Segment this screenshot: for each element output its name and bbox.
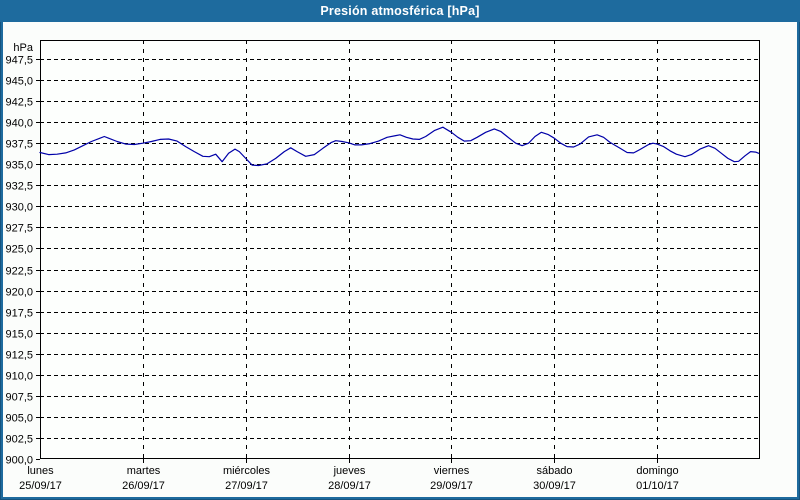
day-date-label: 26/09/17	[122, 480, 165, 492]
y-tick-label: 940,0	[5, 118, 33, 130]
chart-title: Presión atmosférica [hPa]	[320, 4, 480, 18]
day-name-label: lunes	[27, 465, 54, 477]
day-name-label: martes	[127, 465, 161, 477]
y-tick-label: 925,0	[5, 244, 33, 256]
y-tick-label: 905,0	[5, 413, 33, 425]
y-tick-label: 922,5	[5, 266, 33, 278]
day-date-label: 27/09/17	[225, 480, 268, 492]
day-date-label: 29/09/17	[430, 480, 473, 492]
day-name-label: sábado	[536, 465, 572, 477]
day-name-label: viernes	[434, 465, 470, 477]
day-name-label: domingo	[636, 465, 678, 477]
day-date-label: 30/09/17	[533, 480, 576, 492]
y-tick-label: 920,0	[5, 287, 33, 299]
y-tick-label: 935,0	[5, 160, 33, 172]
y-tick-label: 937,5	[5, 139, 33, 151]
pressure-series-line	[39, 126, 760, 167]
pressure-chart: 947,5 945,0 942,5 940,0 937,5 935,0 932,5 930,0…	[5, 40, 760, 492]
day-date-label: 28/09/17	[328, 480, 371, 492]
y-tick-label: 930,0	[5, 202, 33, 214]
chart-canvas: 947,5 945,0 942,5 940,0 937,5 935,0 932,5 930,0…	[3, 22, 797, 497]
y-tick-label: 927,5	[5, 223, 33, 235]
day-date-label: 01/10/17	[636, 480, 679, 492]
title-bar: Presión atmosférica [hPa]	[0, 0, 800, 22]
plot-background	[40, 40, 760, 459]
day-date-label: 25/09/17	[19, 480, 62, 492]
y-tick-label: 902,5	[5, 434, 33, 446]
y-tick-label: 942,5	[5, 97, 33, 109]
y-tick-label: 947,5	[5, 55, 33, 67]
y-axis-unit-label: hPa	[13, 42, 33, 54]
day-name-label: miércoles	[223, 465, 271, 477]
y-tick-label: 932,5	[5, 181, 33, 193]
chart-frame	[40, 40, 760, 459]
y-tick-label: 912,5	[5, 350, 33, 362]
day-name-label: jueves	[333, 465, 366, 477]
y-tick-label: 900,0	[5, 455, 33, 467]
y-tick-label: 907,5	[5, 392, 33, 404]
y-tick-label: 915,0	[5, 329, 33, 341]
y-tick-label: 917,5	[5, 308, 33, 320]
y-tick-label: 945,0	[5, 76, 33, 88]
y-tick-label: 910,0	[5, 371, 33, 383]
